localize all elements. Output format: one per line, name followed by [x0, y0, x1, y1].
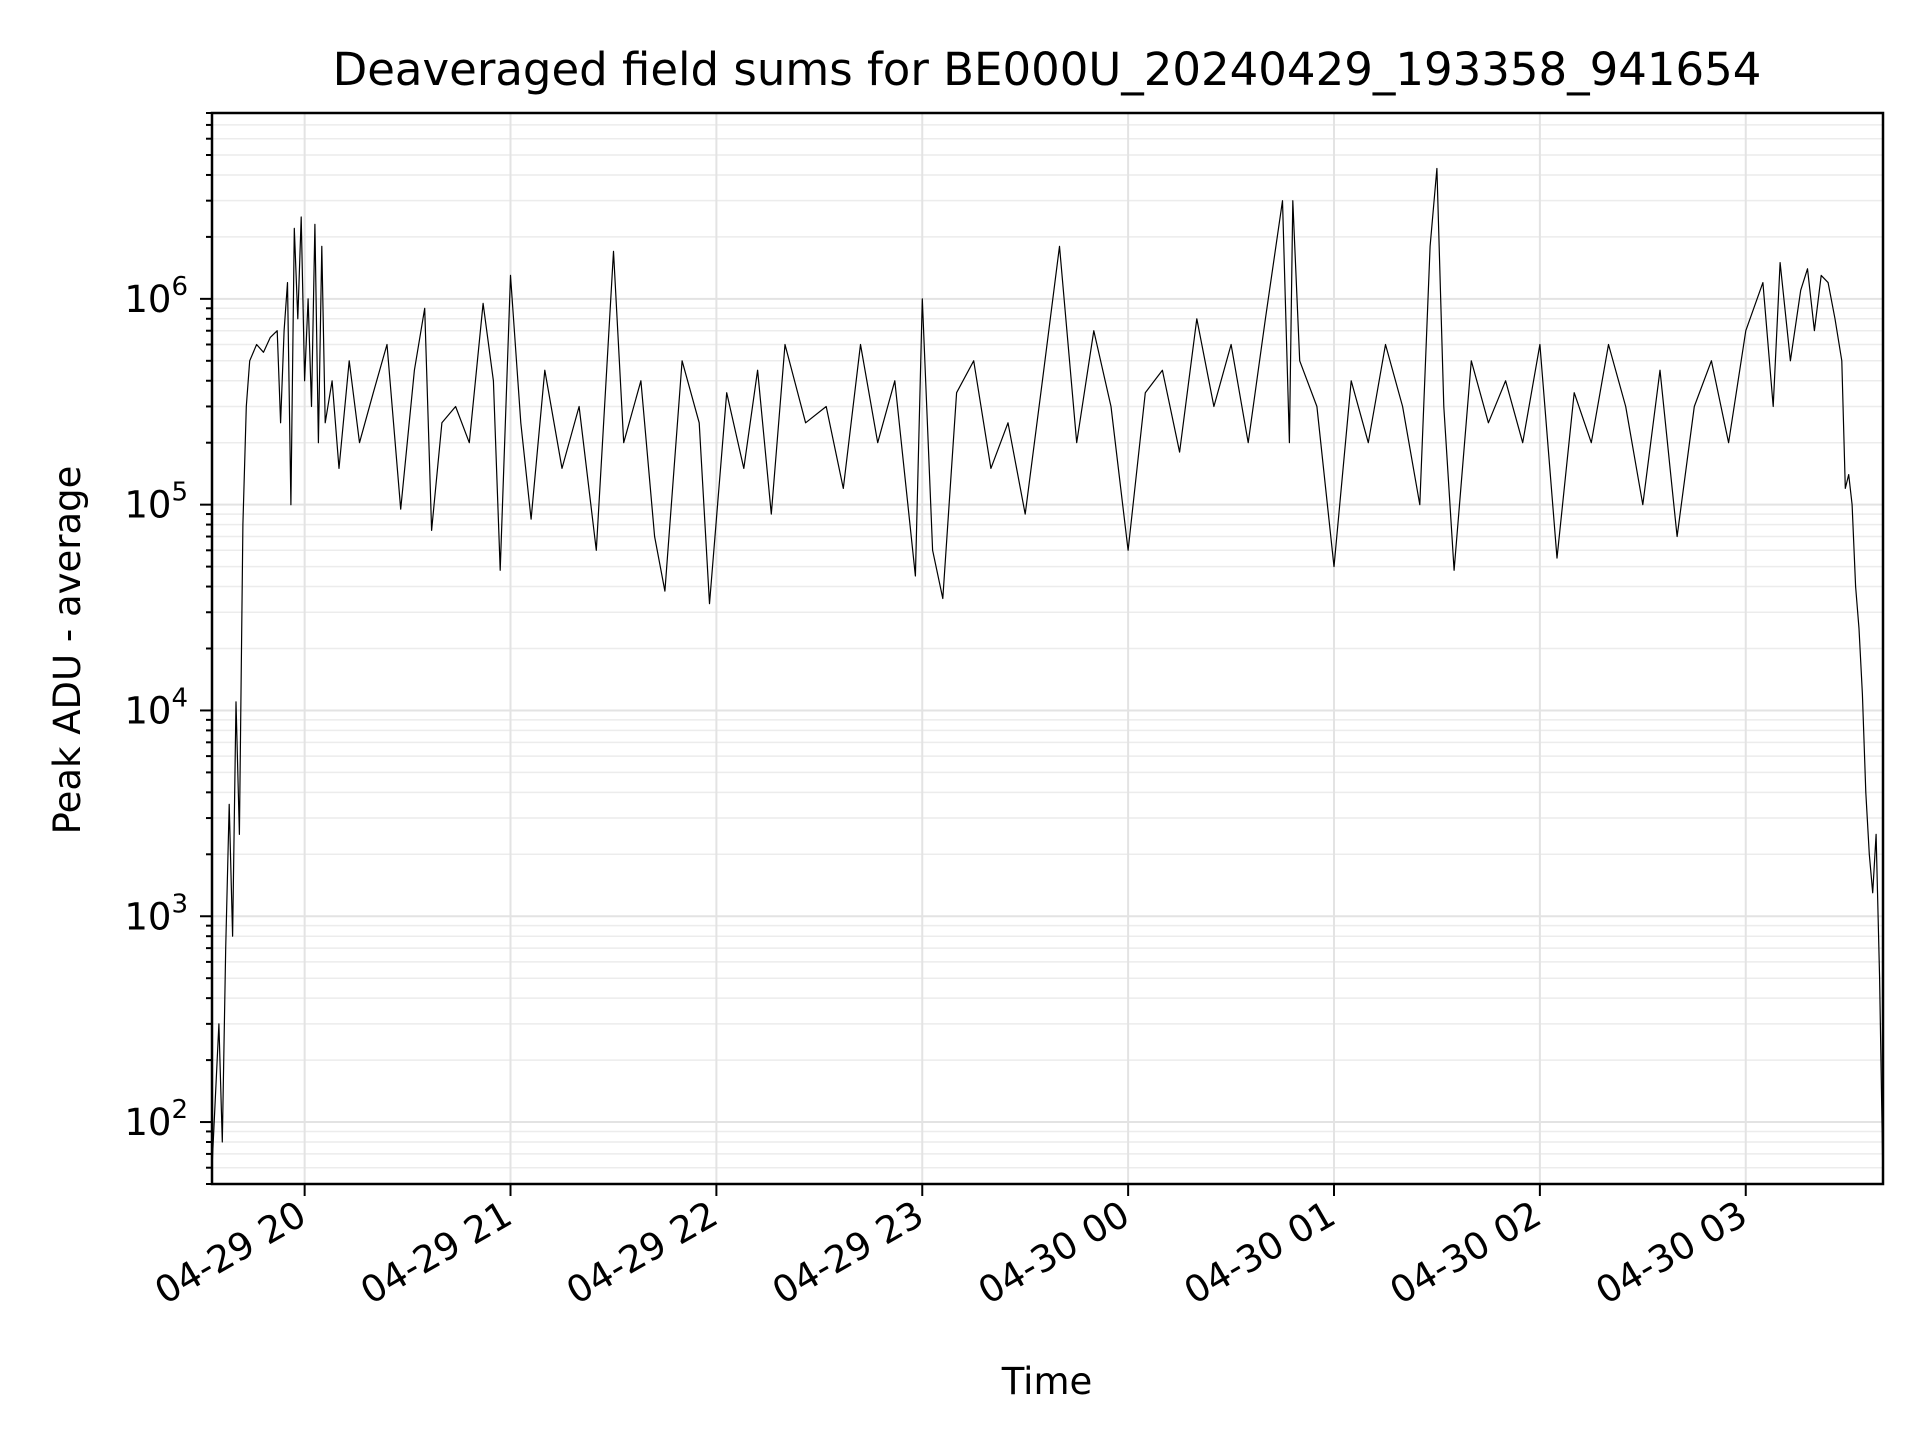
x-tick-label: 04-29 23: [765, 1193, 931, 1313]
x-axis-label: Time: [1001, 1360, 1093, 1403]
x-tick-label: 04-29 21: [353, 1193, 519, 1313]
x-tick-label: 04-30 01: [1177, 1193, 1343, 1313]
x-tick-label: 04-29 22: [559, 1193, 725, 1313]
x-tick-label: 04-30 02: [1383, 1193, 1549, 1313]
y-axis: 102 103 104 105 106: [124, 112, 212, 1185]
chart-title: Deaveraged field sums for BE000U_2024042…: [333, 43, 1762, 96]
y-tick-label: 105: [124, 478, 188, 527]
y-tick-label: 104: [124, 683, 188, 732]
y-tick-label: 103: [124, 889, 188, 938]
y-tick-label: 106: [124, 272, 188, 321]
grid: [212, 112, 1883, 1185]
x-tick-label: 04-29 20: [148, 1193, 314, 1313]
y-axis-label: Peak ADU - average: [46, 466, 89, 835]
series-line: [211, 167, 1884, 1185]
y-tick-label: 102: [124, 1095, 188, 1144]
x-tick-label: 04-30 00: [971, 1193, 1137, 1313]
x-tick-label: 04-30 03: [1589, 1193, 1755, 1313]
x-axis: 04-29 20 04-29 21 04-29 22 04-29 23 04-30 00…: [148, 1184, 1755, 1313]
